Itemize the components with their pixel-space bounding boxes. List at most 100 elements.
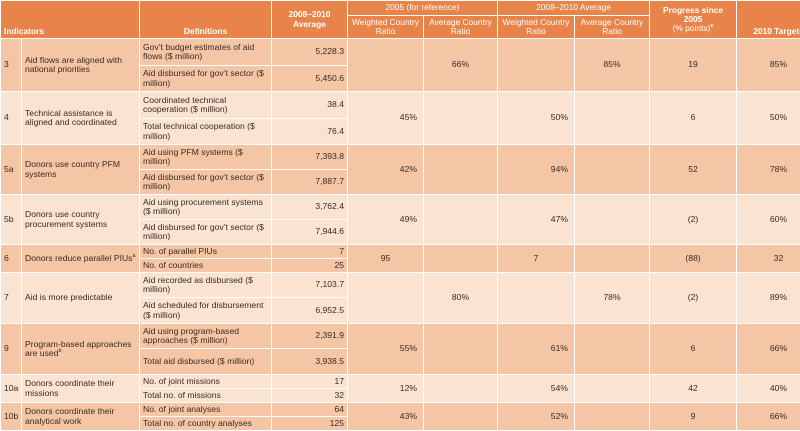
value-cell: 38.4 (272, 92, 348, 119)
progress-cell: 42 (650, 375, 737, 403)
header-avg-2008-2010: 2008–2010 Average (272, 1, 348, 39)
value-cell: 5,228.3 (272, 39, 348, 66)
table-header: Indicators Definitions 2008–2010 Average… (1, 1, 800, 39)
average-2008-2010-cell: 85% (575, 39, 650, 92)
average-2008-2010-cell: 78% (575, 273, 650, 324)
progress-cell: 52 (650, 145, 737, 195)
table-row: 4 Technical assistance is aligned and co… (1, 92, 800, 119)
indicator-number: 5a (1, 145, 22, 195)
value-cell: 32 (272, 389, 348, 403)
average-2005-cell (424, 92, 498, 145)
definition-cell: Aid scheduled for disbursement ($ millio… (140, 298, 272, 324)
header-average-2005: Average Country Ratio (424, 16, 498, 39)
weighted-2005-cell: 49% (348, 195, 424, 245)
value-cell: 7,887.7 (272, 170, 348, 195)
value-cell: 76.4 (272, 119, 348, 145)
header-progress-label: Progress since 2005 (663, 5, 723, 24)
weighted-2005-cell (348, 273, 424, 324)
value-cell: 125 (272, 417, 348, 431)
weighted-2005-cell: 43% (348, 403, 424, 431)
definition-cell: Gov’t budget estimates of aid flows ($ m… (140, 39, 272, 66)
definition-cell: Aid using procurement systems ($ million… (140, 195, 272, 220)
average-2005-cell (424, 195, 498, 245)
value-cell: 3,762.4 (272, 195, 348, 220)
table-row: 5a Donors use country PFM systems Aid us… (1, 145, 800, 170)
weighted-2008-2010-cell: 94% (498, 145, 575, 195)
header-progress-footnote: c (710, 23, 713, 29)
weighted-2008-2010-cell: 54% (498, 375, 575, 403)
indicator-number: 10a (1, 375, 22, 403)
value-cell: 6,952.5 (272, 298, 348, 324)
average-2008-2010-cell (575, 375, 650, 403)
header-indicators: Indicators (1, 1, 140, 39)
average-2008-2010-cell (575, 145, 650, 195)
indicator-number: 7 (1, 273, 22, 324)
progress-cell: 6 (650, 92, 737, 145)
target-cell: 50% (737, 92, 800, 145)
value-cell: 25 (272, 259, 348, 273)
target-cell: 85% (737, 39, 800, 92)
weighted-2008-2010-cell: 7 (498, 245, 575, 273)
table-body: 3 Aid flows are aligned with national pr… (1, 39, 800, 431)
indicator-number: 4 (1, 92, 22, 145)
weighted-2008-2010-cell (498, 39, 575, 92)
header-progress-unit: (% points) (673, 23, 711, 33)
definition-cell: Aid disbursed for gov’t sector ($ millio… (140, 220, 272, 245)
average-2005-cell: 80% (424, 273, 498, 324)
value-cell: 64 (272, 403, 348, 417)
weighted-2008-2010-cell: 52% (498, 403, 575, 431)
footnote-marker: b (58, 348, 61, 354)
definition-cell: Total no. of missions (140, 389, 272, 403)
average-2005-cell (424, 145, 498, 195)
definition-cell: Total aid disbursed ($ million) (140, 349, 272, 375)
header-group-2005: 2005 (for reference) (348, 1, 498, 16)
weighted-2005-cell: 45% (348, 92, 424, 145)
indicator-label-text: Program-based approaches are used (25, 339, 132, 358)
progress-cell: (2) (650, 273, 737, 324)
indicator-label: Program-based approaches are usedb (22, 324, 140, 375)
indicator-label: Donors coordinate their missions (22, 375, 140, 403)
value-cell: 2,391.9 (272, 324, 348, 349)
target-cell: 78% (737, 145, 800, 195)
average-2008-2010-cell (575, 92, 650, 145)
header-targets: 2010 Targets (737, 1, 800, 39)
value-cell: 7,393.8 (272, 145, 348, 170)
progress-cell: 6 (650, 324, 737, 375)
average-2008-2010-cell (575, 245, 650, 273)
value-cell: 7,944.6 (272, 220, 348, 245)
progress-cell: 9 (650, 403, 737, 431)
definition-cell: Total no. of country analyses (140, 417, 272, 431)
target-cell: 66% (737, 324, 800, 375)
definition-cell: Coordinated technical cooperation ($ mil… (140, 92, 272, 119)
table-row: 10a Donors coordinate their missions No.… (1, 375, 800, 389)
header-weighted-2008-2010: Weighted Country Ratio (498, 16, 575, 39)
indicator-number: 9 (1, 324, 22, 375)
average-2005-cell (424, 245, 498, 273)
definition-cell: No. of parallel PIUs (140, 245, 272, 259)
indicator-label: Donors use country procurement systems (22, 195, 140, 245)
progress-cell: 19 (650, 39, 737, 92)
indicator-number: 6 (1, 245, 22, 273)
table-row: 9 Program-based approaches are usedb Aid… (1, 324, 800, 349)
header-weighted-2005: Weighted Country Ratio (348, 16, 424, 39)
header-progress: Progress since 2005 (% points)c (650, 1, 737, 39)
definition-cell: Aid disbursed for gov’t sector ($ millio… (140, 66, 272, 92)
target-cell: 89% (737, 273, 800, 324)
indicator-number: 5b (1, 195, 22, 245)
average-2008-2010-cell (575, 195, 650, 245)
target-cell: 60% (737, 195, 800, 245)
value-cell: 17 (272, 375, 348, 389)
weighted-2005-cell: 12% (348, 375, 424, 403)
average-2005-cell (424, 324, 498, 375)
weighted-2008-2010-cell: 47% (498, 195, 575, 245)
weighted-2008-2010-cell: 61% (498, 324, 575, 375)
definition-cell: Aid disbursed for gov’t sector ($ millio… (140, 170, 272, 195)
definition-cell: Aid using program-based approaches ($ mi… (140, 324, 272, 349)
footnote-marker: a (132, 253, 135, 259)
indicator-label: Aid flows are aligned with national prio… (22, 39, 140, 92)
value-cell: 7,103.7 (272, 273, 348, 298)
value-cell: 7 (272, 245, 348, 259)
weighted-2005-cell (348, 39, 424, 92)
definition-cell: Total technical cooperation ($ million) (140, 119, 272, 145)
